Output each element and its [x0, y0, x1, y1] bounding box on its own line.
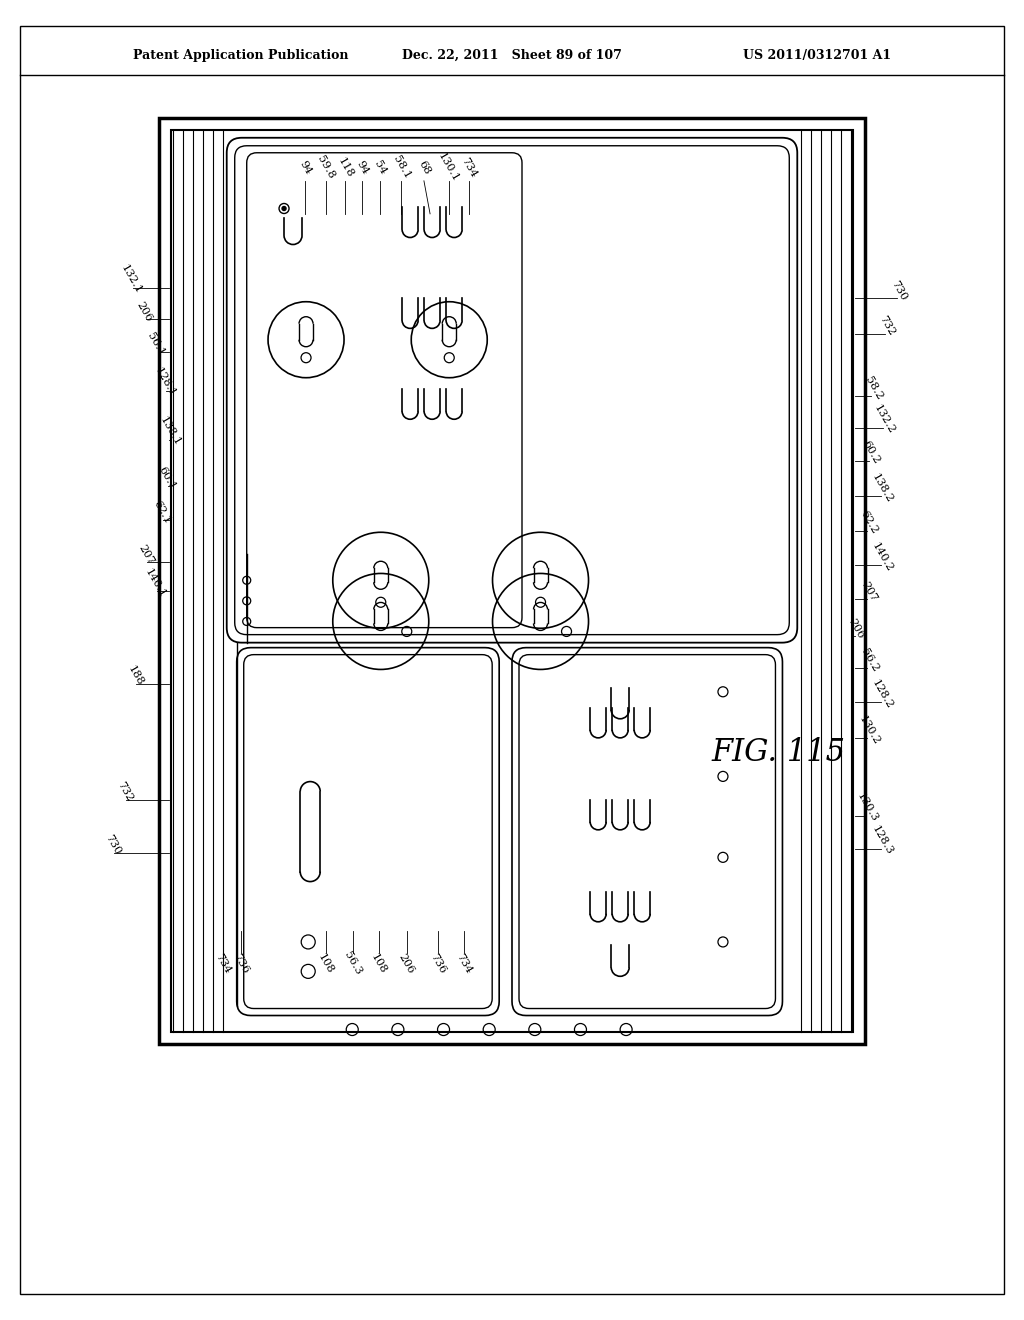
Text: 132.1: 132.1	[119, 264, 143, 296]
Text: 128.2: 128.2	[870, 678, 895, 710]
Text: 58.2: 58.2	[863, 375, 884, 401]
Text: 62.1: 62.1	[152, 499, 172, 525]
Text: 730: 730	[103, 833, 122, 857]
Text: 108: 108	[316, 952, 335, 975]
Text: 734: 734	[455, 952, 473, 975]
Text: 54: 54	[372, 158, 388, 177]
Text: 206: 206	[397, 952, 416, 975]
Text: 140.2: 140.2	[870, 541, 895, 573]
Bar	[171, 129, 853, 1031]
Text: 188: 188	[126, 664, 144, 688]
Text: 58.1: 58.1	[391, 154, 412, 181]
Text: 140.1: 140.1	[143, 568, 168, 599]
Text: 128.1: 128.1	[153, 367, 177, 399]
Text: 62.2: 62.2	[859, 510, 880, 536]
Text: 138.2: 138.2	[870, 473, 895, 504]
Text: Dec. 22, 2011   Sheet 89 of 107: Dec. 22, 2011 Sheet 89 of 107	[402, 49, 622, 62]
Bar	[159, 117, 865, 1044]
Text: 94: 94	[354, 158, 371, 177]
Text: 736: 736	[429, 952, 447, 975]
Text: 56.2: 56.2	[859, 647, 880, 673]
Text: 59.8: 59.8	[315, 154, 336, 181]
Text: 128.3: 128.3	[870, 825, 895, 857]
Text: 732: 732	[116, 780, 134, 804]
Text: 734: 734	[460, 156, 478, 180]
Text: 207: 207	[137, 543, 156, 566]
Text: 732: 732	[878, 314, 896, 338]
Text: 734: 734	[214, 952, 232, 975]
Text: 68: 68	[416, 158, 432, 177]
Text: 206: 206	[135, 300, 154, 323]
Text: 130.1: 130.1	[436, 152, 461, 183]
Text: US 2011/0312701 A1: US 2011/0312701 A1	[742, 49, 891, 62]
Text: 56.3: 56.3	[343, 950, 364, 977]
Text: 736: 736	[231, 952, 250, 975]
Text: 138.1: 138.1	[158, 416, 182, 447]
Text: 94: 94	[297, 158, 313, 177]
Text: 56.1: 56.1	[145, 331, 166, 358]
Text: 60.1: 60.1	[157, 465, 177, 491]
Text: 130.2: 130.2	[857, 714, 882, 746]
Text: 730: 730	[890, 279, 908, 302]
Text: 130.3: 130.3	[855, 792, 880, 824]
Text: 118: 118	[336, 156, 354, 180]
Circle shape	[282, 206, 286, 210]
Text: 132.2: 132.2	[872, 404, 897, 436]
Text: 108: 108	[370, 952, 388, 975]
Text: FIG. 115: FIG. 115	[712, 737, 845, 768]
Text: 60.2: 60.2	[861, 440, 882, 466]
Text: 207: 207	[860, 579, 879, 603]
Text: Patent Application Publication: Patent Application Publication	[133, 49, 348, 62]
Text: 206: 206	[847, 616, 865, 640]
